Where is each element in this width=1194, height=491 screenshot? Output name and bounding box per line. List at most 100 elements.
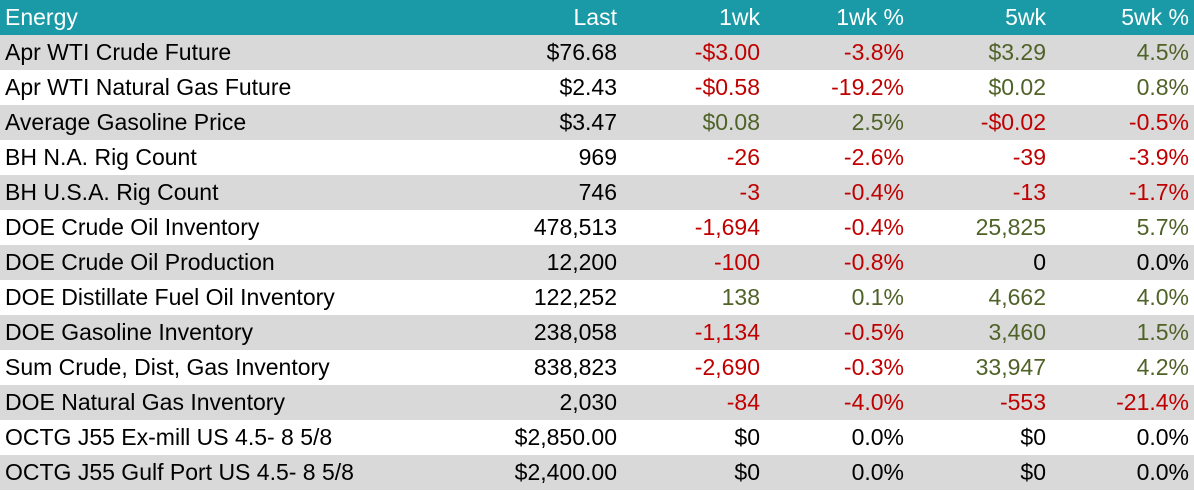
column-header-1wk-pct: 1wk % [765,0,909,35]
column-header-energy: Energy [0,0,480,35]
cell-name: BH N.A. Rig Count [0,140,480,175]
table-row: DOE Distillate Fuel Oil Inventory 122,252… [0,280,1194,315]
cell-name: Apr WTI Crude Future [0,35,480,70]
cell-5wk-pct: 5.7% [1051,210,1194,245]
table-body: Apr WTI Crude Future $76.68 -$3.00 -3.8% $3.… [0,35,1194,490]
cell-1wk-pct: -0.5% [765,315,909,350]
cell-1wk: -$3.00 [622,35,765,70]
cell-last: 238,058 [480,315,622,350]
table-row: DOE Crude Oil Inventory 478,513 -1,694 -0.4… [0,210,1194,245]
cell-5wk-pct: -3.9% [1051,140,1194,175]
cell-1wk: $0 [622,420,765,455]
cell-5wk: -$0.02 [909,105,1051,140]
cell-5wk: 33,947 [909,350,1051,385]
cell-name: Sum Crude, Dist, Gas Inventory [0,350,480,385]
cell-last: 2,030 [480,385,622,420]
cell-name: BH U.S.A. Rig Count [0,175,480,210]
cell-last: $76.68 [480,35,622,70]
cell-5wk-pct: 0.0% [1051,455,1194,490]
cell-1wk: 138 [622,280,765,315]
cell-1wk-pct: -0.4% [765,175,909,210]
cell-1wk-pct: 0.1% [765,280,909,315]
cell-last: $2,400.00 [480,455,622,490]
cell-1wk: $0.08 [622,105,765,140]
cell-5wk-pct: 4.5% [1051,35,1194,70]
cell-5wk-pct: -1.7% [1051,175,1194,210]
cell-1wk-pct: -0.8% [765,245,909,280]
table-row: Sum Crude, Dist, Gas Inventory 838,823 -2,… [0,350,1194,385]
cell-name: OCTG J55 Ex-mill US 4.5- 8 5/8 [0,420,480,455]
cell-1wk: -1,694 [622,210,765,245]
table-row: OCTG J55 Ex-mill US 4.5- 8 5/8 $2,850.00 $… [0,420,1194,455]
cell-5wk: -553 [909,385,1051,420]
cell-5wk-pct: 4.2% [1051,350,1194,385]
cell-5wk: -39 [909,140,1051,175]
cell-1wk-pct: -0.4% [765,210,909,245]
table-row: DOE Gasoline Inventory 238,058 -1,134 -0.5%… [0,315,1194,350]
table-row: DOE Crude Oil Production 12,200 -100 -0.8% 0… [0,245,1194,280]
cell-last: 478,513 [480,210,622,245]
column-header-1wk: 1wk [622,0,765,35]
cell-5wk-pct: -0.5% [1051,105,1194,140]
cell-1wk: -1,134 [622,315,765,350]
table-row: OCTG J55 Gulf Port US 4.5- 8 5/8 $2,400.0… [0,455,1194,490]
cell-name: DOE Distillate Fuel Oil Inventory [0,280,480,315]
cell-5wk-pct: 1.5% [1051,315,1194,350]
cell-1wk-pct: -0.3% [765,350,909,385]
cell-1wk: -2,690 [622,350,765,385]
cell-5wk: $3.29 [909,35,1051,70]
cell-last: $2,850.00 [480,420,622,455]
cell-last: 12,200 [480,245,622,280]
cell-last: $2.43 [480,70,622,105]
table-row: Apr WTI Natural Gas Future $2.43 -$0.58 -19… [0,70,1194,105]
cell-last: $3.47 [480,105,622,140]
cell-last: 838,823 [480,350,622,385]
table-row: Average Gasoline Price $3.47 $0.08 2.5% -$0.… [0,105,1194,140]
cell-1wk-pct: -3.8% [765,35,909,70]
cell-5wk: 3,460 [909,315,1051,350]
cell-1wk-pct: -2.6% [765,140,909,175]
cell-1wk: $0 [622,455,765,490]
cell-last: 122,252 [480,280,622,315]
table-header-row: Energy Last 1wk 1wk % 5wk 5wk % [0,0,1194,35]
table-row: DOE Natural Gas Inventory 2,030 -84 -4.0% -5… [0,385,1194,420]
cell-name: DOE Crude Oil Production [0,245,480,280]
cell-1wk-pct: -4.0% [765,385,909,420]
cell-name: OCTG J55 Gulf Port US 4.5- 8 5/8 [0,455,480,490]
column-header-last: Last [480,0,622,35]
cell-name: DOE Gasoline Inventory [0,315,480,350]
cell-1wk: -84 [622,385,765,420]
cell-last: 746 [480,175,622,210]
cell-last: 969 [480,140,622,175]
cell-1wk: -$0.58 [622,70,765,105]
cell-5wk-pct: -21.4% [1051,385,1194,420]
column-header-5wk: 5wk [909,0,1051,35]
table-row: BH N.A. Rig Count 969 -26 -2.6% -39 -3.9% [0,140,1194,175]
cell-1wk: -26 [622,140,765,175]
table-row: Apr WTI Crude Future $76.68 -$3.00 -3.8% $3.… [0,35,1194,70]
cell-5wk-pct: 0.0% [1051,245,1194,280]
cell-name: DOE Natural Gas Inventory [0,385,480,420]
cell-5wk-pct: 0.8% [1051,70,1194,105]
cell-5wk: $0 [909,455,1051,490]
cell-5wk: 0 [909,245,1051,280]
cell-5wk: $0 [909,420,1051,455]
cell-name: Apr WTI Natural Gas Future [0,70,480,105]
cell-5wk-pct: 4.0% [1051,280,1194,315]
cell-name: Average Gasoline Price [0,105,480,140]
cell-1wk: -100 [622,245,765,280]
cell-1wk-pct: 2.5% [765,105,909,140]
cell-5wk: 4,662 [909,280,1051,315]
cell-5wk: -13 [909,175,1051,210]
column-header-5wk-pct: 5wk % [1051,0,1194,35]
table-row: BH U.S.A. Rig Count 746 -3 -0.4% -13 -1.7% [0,175,1194,210]
cell-name: DOE Crude Oil Inventory [0,210,480,245]
cell-1wk: -3 [622,175,765,210]
cell-1wk-pct: 0.0% [765,420,909,455]
cell-5wk: 25,825 [909,210,1051,245]
cell-5wk-pct: 0.0% [1051,420,1194,455]
cell-1wk-pct: -19.2% [765,70,909,105]
cell-5wk: $0.02 [909,70,1051,105]
cell-1wk-pct: 0.0% [765,455,909,490]
